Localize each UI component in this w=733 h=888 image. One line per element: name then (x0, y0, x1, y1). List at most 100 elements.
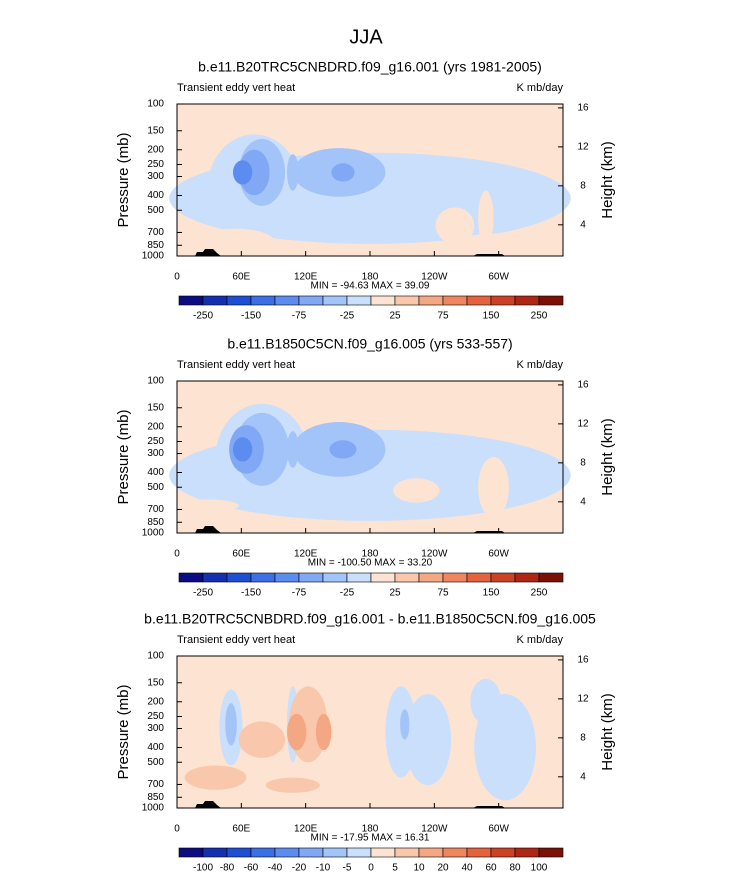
colorbar-box (514, 572, 540, 583)
stats: MIN = -17.95 MAX = 16.31 (311, 833, 430, 844)
x-tick-label: 60E (232, 824, 250, 835)
colorbar-label: 100 (531, 863, 548, 874)
y-axis-label: Pressure (mb) (115, 684, 132, 779)
colorbar-label: 40 (461, 863, 473, 874)
colorbar-box (394, 847, 420, 858)
left-label: Transient eddy vert heat (177, 359, 295, 371)
colorbar-label: -150 (241, 311, 261, 322)
x-tick-label: 60E (232, 549, 250, 560)
y-tick-label: 850 (147, 240, 164, 251)
y2-tick-label: 12 (577, 419, 589, 430)
y2-tick-label: 12 (577, 694, 589, 705)
x-tick-label: 120E (294, 549, 318, 560)
colorbar-box (514, 295, 540, 306)
contour-region (287, 431, 299, 468)
contour-region (329, 440, 357, 459)
y2-tick-label: 16 (577, 103, 589, 114)
y-tick-label: 250 (147, 436, 164, 447)
x-tick-label: 60W (488, 272, 509, 283)
x-tick-label: 180 (362, 272, 379, 283)
y-tick-label: 250 (147, 711, 164, 722)
y-tick-label: 100 (147, 99, 164, 110)
colorbar-box (418, 295, 444, 306)
colorbar-box (442, 847, 468, 858)
x-tick-label: 120E (294, 272, 318, 283)
colorbar-box (202, 847, 228, 858)
y2-tick-label: 8 (580, 457, 586, 468)
y-tick-label: 850 (147, 792, 164, 803)
panel-title: b.e11.B20TRC5CNBDRD.f09_g16.001 (yrs 198… (198, 59, 542, 75)
colorbar-label: -80 (220, 863, 235, 874)
y-tick-label: 100 (147, 651, 164, 662)
colorbar-label: -250 (193, 588, 213, 599)
y2-axis-label: Height (km) (599, 141, 616, 219)
colorbar-label: -150 (241, 588, 261, 599)
colorbar-box (466, 572, 492, 583)
y2-tick-label: 8 (580, 180, 586, 191)
contour-region (196, 228, 274, 253)
colorbar-label: -25 (340, 588, 355, 599)
y2-axis-label: Height (km) (599, 418, 616, 496)
y-tick-label: 500 (147, 205, 164, 216)
left-label: Transient eddy vert heat (177, 634, 295, 646)
colorbar-box (178, 572, 204, 583)
colorbar-label: -75 (292, 588, 307, 599)
colorbar-label: 25 (389, 588, 401, 599)
x-tick-label: 120E (294, 824, 318, 835)
y-axis-label: Pressure (mb) (115, 409, 132, 504)
x-tick-label: 120W (421, 549, 448, 560)
colorbar-box (250, 847, 276, 858)
colorbar-box (370, 572, 396, 583)
x-tick-label: 120W (421, 824, 448, 835)
colorbar-box (370, 295, 396, 306)
colorbar-box (298, 572, 324, 583)
y-tick-label: 400 (147, 190, 164, 201)
colorbar-label: -250 (193, 311, 213, 322)
y-tick-label: 150 (147, 125, 164, 136)
colorbar-label: 60 (485, 863, 497, 874)
colorbar-label: -60 (244, 863, 259, 874)
colorbar-box (298, 847, 324, 858)
colorbar-box (226, 295, 252, 306)
colorbar-box (250, 572, 276, 583)
colorbar-label: -20 (292, 863, 307, 874)
colorbar-label: -5 (343, 863, 352, 874)
y-tick-label: 400 (147, 467, 164, 478)
colorbar-box (202, 572, 228, 583)
y2-tick-label: 4 (580, 219, 586, 230)
colorbar-box (538, 295, 564, 306)
y-tick-label: 700 (147, 779, 164, 790)
y-tick-label: 500 (147, 482, 164, 493)
y2-axis-label: Height (km) (599, 693, 616, 771)
colorbar-box (538, 572, 564, 583)
x-tick-label: 0 (174, 272, 180, 283)
contour-region (287, 154, 299, 191)
y2-tick-label: 16 (577, 380, 589, 391)
x-tick-label: 180 (362, 824, 379, 835)
y-tick-label: 700 (147, 227, 164, 238)
colorbar-box (442, 572, 468, 583)
y-tick-label: 100 (147, 376, 164, 387)
colorbar-label: 150 (483, 588, 500, 599)
y-tick-label: 500 (147, 757, 164, 768)
contour-region (225, 703, 237, 746)
colorbar-box (250, 295, 276, 306)
y-tick-label: 1000 (142, 251, 165, 262)
colorbar-box (322, 847, 348, 858)
colorbar-label: -40 (268, 863, 283, 874)
stats: MIN = -94.63 MAX = 39.09 (311, 281, 430, 292)
stats: MIN = -100.50 MAX = 33.20 (308, 558, 433, 569)
y2-tick-label: 12 (577, 142, 589, 153)
colorbar-label: 250 (531, 588, 548, 599)
x-tick-label: 120W (421, 272, 448, 283)
colorbar-box (178, 295, 204, 306)
contour-region (466, 233, 544, 243)
contour-region (184, 765, 247, 790)
colorbar-label: 75 (437, 588, 449, 599)
contour-region (478, 457, 509, 518)
colorbar-box (370, 847, 396, 858)
panel-title: b.e11.B1850C5CN.f09_g16.005 (yrs 533-557… (227, 336, 512, 352)
contour-region (470, 678, 502, 725)
colorbar-box (346, 572, 372, 583)
x-tick-label: 60E (232, 272, 250, 283)
